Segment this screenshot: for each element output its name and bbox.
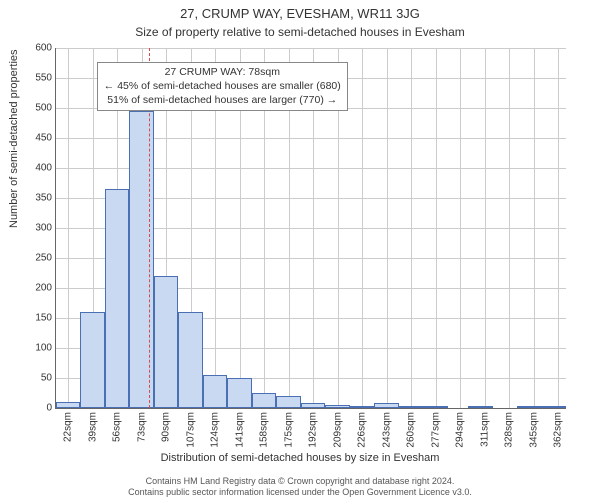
histogram-bar: [129, 111, 153, 408]
xtick-label: 192sqm: [308, 412, 319, 448]
xtick-label: 141sqm: [234, 412, 245, 448]
ytick-label: 550: [35, 73, 52, 84]
gridline-v: [387, 48, 388, 408]
page-title-1: 27, CRUMP WAY, EVESHAM, WR11 3JG: [0, 0, 600, 21]
ytick-label: 50: [41, 373, 52, 384]
annotation-line-2: ← 45% of semi-detached houses are smalle…: [104, 80, 341, 94]
footer-line-1: Contains HM Land Registry data © Crown c…: [0, 476, 600, 487]
histogram-bar: [468, 406, 492, 408]
ytick-label: 600: [35, 43, 52, 54]
xtick-label: 362sqm: [553, 412, 564, 448]
histogram-bar: [252, 393, 276, 408]
histogram-bar: [105, 189, 129, 408]
xtick-label: 277sqm: [430, 412, 441, 448]
xtick-label: 243sqm: [381, 412, 392, 448]
ytick-label: 450: [35, 133, 52, 144]
gridline-h: [56, 48, 566, 49]
xtick-label: 124sqm: [210, 412, 221, 448]
xtick-label: 39sqm: [87, 412, 98, 442]
annotation-box: 27 CRUMP WAY: 78sqm ← 45% of semi-detach…: [97, 62, 348, 111]
xtick-label: 294sqm: [455, 412, 466, 448]
chart-plot-area: 05010015020025030035040045050055060022sq…: [55, 48, 566, 409]
xtick-label: 73sqm: [136, 412, 147, 442]
gridline-v: [411, 48, 412, 408]
ytick-label: 350: [35, 193, 52, 204]
histogram-bar: [542, 406, 566, 408]
gridline-v: [68, 48, 69, 408]
histogram-bar: [80, 312, 104, 408]
histogram-bar: [399, 406, 423, 408]
ytick-label: 0: [46, 403, 52, 414]
annotation-line-1: 27 CRUMP WAY: 78sqm: [104, 66, 341, 80]
gridline-v: [558, 48, 559, 408]
xtick-label: 56sqm: [112, 412, 123, 442]
xtick-label: 345sqm: [528, 412, 539, 448]
gridline-v: [485, 48, 486, 408]
xtick-label: 22sqm: [63, 412, 74, 442]
ytick-label: 300: [35, 223, 52, 234]
histogram-bar: [350, 406, 374, 408]
page-title-2: Size of property relative to semi-detach…: [0, 21, 600, 43]
xtick-label: 175sqm: [283, 412, 294, 448]
x-axis-label: Distribution of semi-detached houses by …: [0, 452, 600, 464]
gridline-v: [460, 48, 461, 408]
xtick-label: 107sqm: [185, 412, 196, 448]
xtick-label: 158sqm: [259, 412, 270, 448]
histogram-bar: [325, 405, 349, 408]
xtick-label: 260sqm: [406, 412, 417, 448]
ytick-label: 100: [35, 343, 52, 354]
histogram-bar: [178, 312, 202, 408]
histogram-bar: [517, 406, 541, 408]
footer-attribution: Contains HM Land Registry data © Crown c…: [0, 476, 600, 498]
ytick-label: 400: [35, 163, 52, 174]
gridline-v: [436, 48, 437, 408]
gridline-v: [509, 48, 510, 408]
y-axis-label: Number of semi-detached properties: [8, 49, 20, 228]
gridline-v: [362, 48, 363, 408]
histogram-bar: [203, 375, 227, 408]
xtick-label: 90sqm: [161, 412, 172, 442]
xtick-label: 226sqm: [357, 412, 368, 448]
footer-line-2: Contains public sector information licen…: [0, 487, 600, 498]
annotation-line-3: 51% of semi-detached houses are larger (…: [104, 94, 341, 108]
xtick-label: 328sqm: [504, 412, 515, 448]
histogram-bar: [154, 276, 178, 408]
histogram-bar: [227, 378, 251, 408]
ytick-label: 200: [35, 283, 52, 294]
xtick-label: 209sqm: [332, 412, 343, 448]
histogram-bar: [423, 406, 447, 408]
gridline-v: [534, 48, 535, 408]
histogram-bar: [276, 396, 300, 408]
ytick-label: 250: [35, 253, 52, 264]
ytick-label: 500: [35, 103, 52, 114]
ytick-label: 150: [35, 313, 52, 324]
histogram-bar: [56, 402, 80, 408]
histogram-bar: [301, 403, 325, 408]
histogram-bar: [374, 403, 398, 408]
xtick-label: 311sqm: [479, 412, 490, 447]
